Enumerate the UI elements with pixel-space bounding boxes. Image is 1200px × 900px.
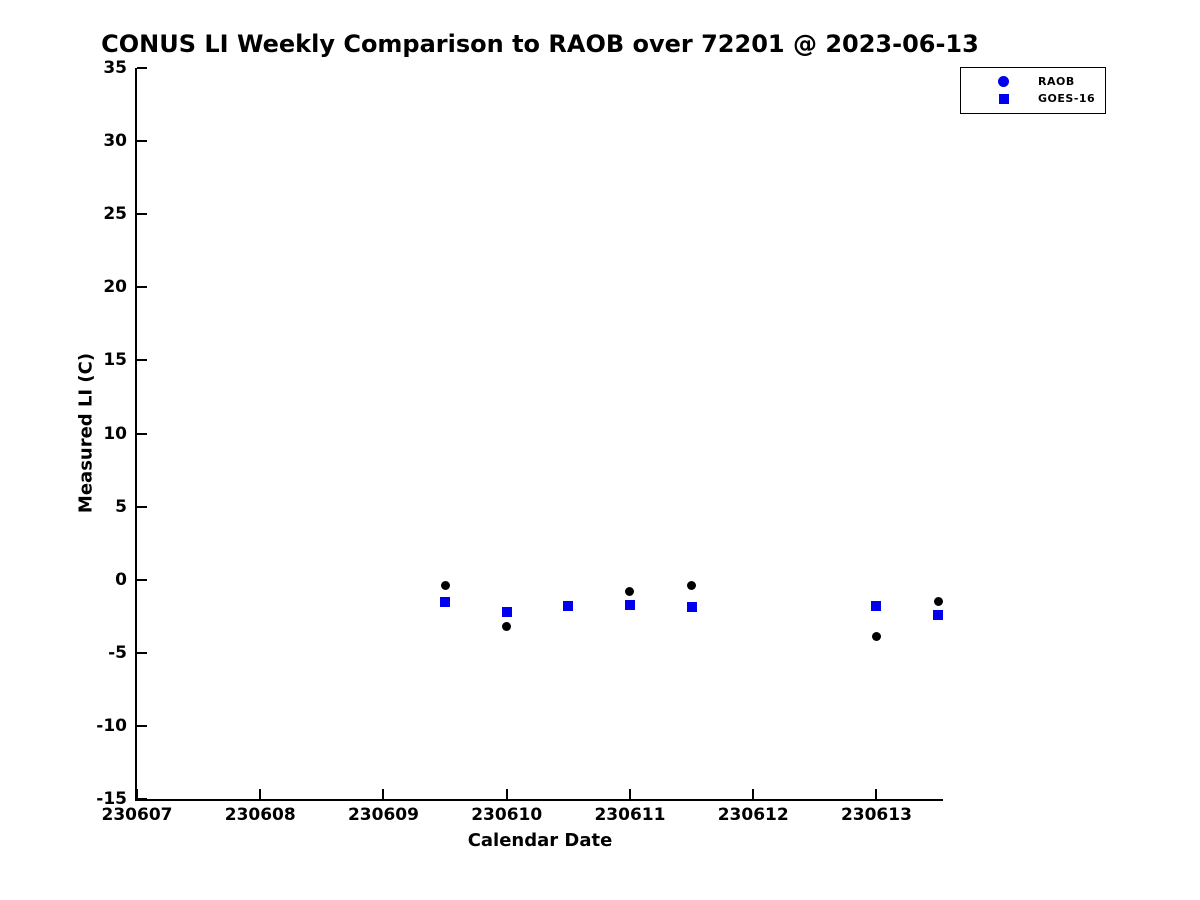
y-tick-mark — [137, 724, 147, 727]
x-tick-mark — [628, 789, 631, 799]
y-tick-mark — [137, 286, 147, 289]
goes-16-marker — [501, 606, 512, 617]
y-tick-mark — [137, 213, 147, 216]
chart-title: CONUS LI Weekly Comparison to RAOB over … — [101, 30, 979, 58]
y-tick-mark — [137, 67, 147, 69]
x-tick-label: 230613 — [840, 805, 912, 825]
goes-16-marker — [686, 602, 697, 613]
y-tick-mark — [137, 432, 147, 435]
raob-marker — [440, 581, 450, 591]
x-tick-mark — [505, 789, 508, 799]
goes-16-marker — [933, 609, 944, 620]
x-axis-label: Calendar Date — [467, 830, 613, 851]
plot-area — [135, 68, 943, 801]
y-tick-label: 5 — [115, 496, 127, 517]
y-tick-label: 20 — [103, 277, 127, 298]
x-tick-mark — [382, 789, 385, 799]
x-tick-label: 230612 — [717, 805, 789, 825]
y-tick-label: 0 — [115, 569, 127, 590]
legend-item-raob: RAOB — [961, 73, 1105, 90]
raob-marker — [871, 632, 881, 642]
raob-marker — [625, 586, 635, 596]
legend-item-goes-16: GOES-16 — [961, 90, 1105, 107]
goes-16-marker — [624, 599, 635, 610]
x-tick-label: 230609 — [347, 805, 419, 825]
raob-marker — [687, 581, 697, 591]
y-tick-mark — [137, 651, 147, 654]
x-tick-label: 230611 — [594, 805, 666, 825]
x-tick-mark — [136, 789, 138, 799]
y-tick-label: 25 — [103, 204, 127, 225]
x-tick-label: 230607 — [101, 805, 173, 825]
y-tick-label: -5 — [108, 642, 127, 663]
x-tick-mark — [875, 789, 878, 799]
raob-marker — [933, 597, 943, 607]
y-tick-label: 10 — [103, 423, 127, 444]
y-tick-mark — [137, 505, 147, 508]
y-tick-label: 35 — [103, 58, 127, 78]
y-tick-mark — [137, 798, 147, 800]
x-tick-mark — [752, 789, 755, 799]
goes-16-marker — [871, 601, 882, 612]
raob-marker — [502, 621, 512, 631]
y-tick-label: -10 — [96, 715, 127, 736]
raob-legend-marker-icon — [998, 76, 1009, 87]
legend-label-raob: RAOB — [1038, 75, 1075, 88]
y-tick-mark — [137, 578, 147, 581]
legend-label-goes-16: GOES-16 — [1038, 92, 1096, 105]
goes-16-marker — [563, 601, 574, 612]
goes-16-marker — [440, 596, 451, 607]
y-tick-label: -15 — [96, 789, 127, 809]
x-tick-label: 230610 — [471, 805, 543, 825]
y-tick-label: 30 — [103, 131, 127, 152]
y-tick-label: 15 — [103, 350, 127, 371]
x-tick-mark — [259, 789, 262, 799]
goes-16-legend-marker-icon — [999, 93, 1009, 104]
y-tick-mark — [137, 140, 147, 143]
x-tick-label: 230608 — [224, 805, 296, 825]
legend: RAOB GOES-16 — [960, 67, 1106, 114]
y-tick-mark — [137, 359, 147, 362]
